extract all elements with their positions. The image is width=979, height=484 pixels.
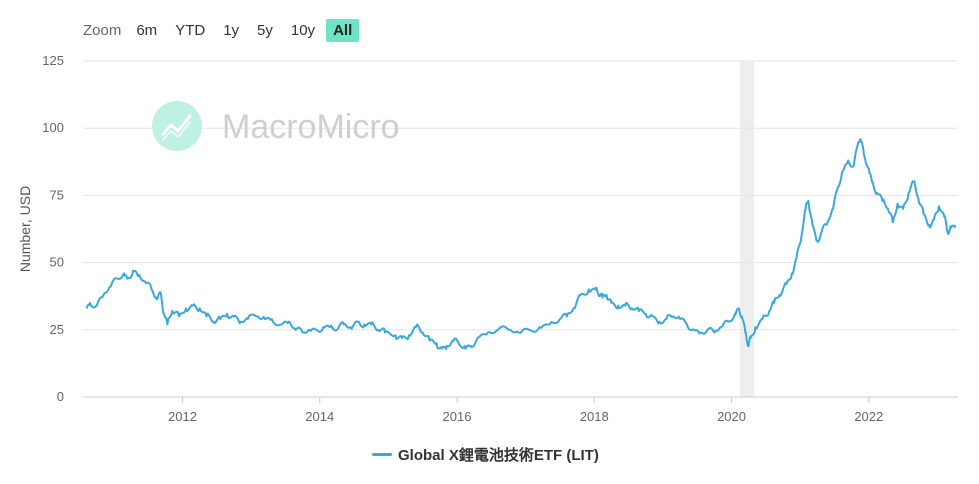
zoom-1y-button[interactable]: 1y [223, 21, 240, 39]
y-tick-label: 50 [50, 255, 64, 270]
zoom-ytd-button[interactable]: YTD [175, 21, 206, 39]
x-tick-label: 2012 [168, 409, 197, 424]
zoom-toolbar: Zoom 6m YTD 1y 5y 10y All [83, 17, 363, 43]
x-tick-label: 2022 [854, 409, 883, 424]
watermark-text: MacroMicro [222, 108, 400, 146]
x-tick-label: 2020 [717, 409, 746, 424]
y-tick-label: 25 [50, 322, 64, 337]
zoom-5y-button[interactable]: 5y [257, 21, 273, 39]
legend[interactable]: Global X鋰電池技術ETF (LIT) [372, 444, 599, 465]
y-tick-label: 125 [42, 53, 64, 68]
y-tick-label: 0 [57, 389, 64, 404]
y-tick-label: 75 [50, 187, 64, 202]
y-axis-title: Number, USD [17, 186, 33, 272]
zoom-6m-button[interactable]: 6m [136, 21, 158, 39]
zoom-10y-button[interactable]: 10y [290, 21, 316, 39]
zoom-label: Zoom [83, 21, 122, 39]
legend-series-label[interactable]: Global X鋰電池技術ETF (LIT) [398, 447, 599, 464]
trend-chart-logo-icon [152, 101, 202, 151]
legend-swatch [372, 453, 392, 456]
x-tick-label: 2016 [443, 409, 472, 424]
x-tick-label: 2018 [580, 409, 609, 424]
watermark: MacroMicro [152, 101, 400, 151]
x-tick-label: 2014 [305, 409, 334, 424]
zoom-all-button[interactable]: All [326, 18, 360, 42]
shaded-period-band [739, 61, 755, 397]
y-tick-label: 100 [42, 120, 64, 135]
series-line[interactable] [85, 138, 957, 350]
